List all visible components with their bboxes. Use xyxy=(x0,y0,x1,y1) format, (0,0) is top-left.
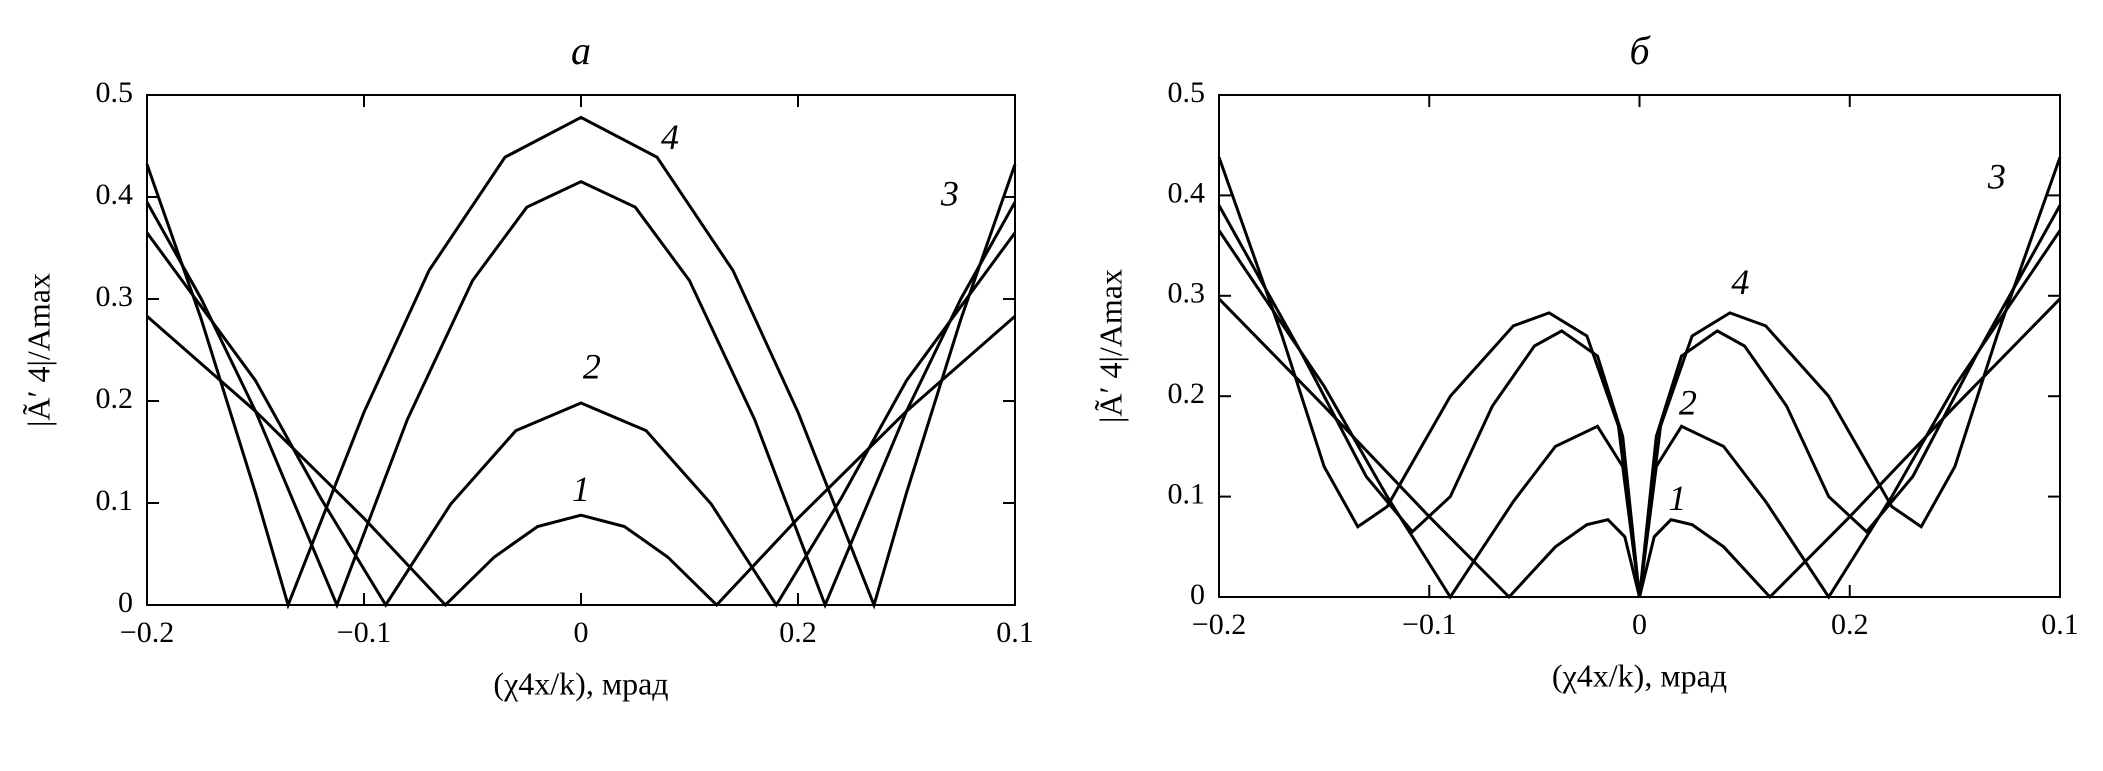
x-tick-label: 0.1 xyxy=(996,616,1034,649)
curve-label: 3 xyxy=(1987,157,2006,197)
curve-label: 4 xyxy=(661,117,679,157)
curve xyxy=(145,180,1017,610)
y-tick-label: 0.5 xyxy=(1168,76,1206,109)
y-tick-label: 0.1 xyxy=(1168,477,1206,510)
x-tick-label: −0.1 xyxy=(337,616,391,649)
x-tick-label: −0.2 xyxy=(120,616,174,649)
curve-label: 2 xyxy=(583,347,601,387)
y-tick-label: 0.2 xyxy=(96,382,134,415)
x-axis-title: (χ4x/k), мрад xyxy=(493,665,668,701)
curve-label: 1 xyxy=(572,469,590,509)
curve xyxy=(145,115,1017,610)
curve-label: 4 xyxy=(1731,262,1749,302)
curve xyxy=(146,315,1016,608)
y-axis-title: |Ã′ 4|/Amax xyxy=(20,273,56,427)
y-tick-label: 0.3 xyxy=(96,280,134,313)
plot-frame xyxy=(146,94,1016,606)
y-axis-title: |Ã′ 4|/Amax xyxy=(1092,269,1128,423)
y-tick-label: 0.3 xyxy=(1168,277,1206,310)
x-tick-label: 0.2 xyxy=(1831,608,1869,641)
plot-frame xyxy=(1218,94,2061,598)
curve xyxy=(145,231,1017,608)
curve-label: 2 xyxy=(1679,383,1697,423)
y-tick-label: 0.1 xyxy=(96,484,134,517)
curve-label: 3 xyxy=(940,173,959,213)
x-tick-label: 0.1 xyxy=(2041,608,2079,641)
y-tick-label: 0.4 xyxy=(96,178,134,211)
curve xyxy=(1217,297,2062,600)
chart-title: а xyxy=(571,28,591,73)
x-tick-label: 0 xyxy=(574,616,589,649)
y-tick-label: 0.5 xyxy=(96,76,134,109)
x-tick-label: 0 xyxy=(1632,608,1647,641)
y-tick-label: 0 xyxy=(118,586,133,619)
y-tick-label: 0.2 xyxy=(1168,377,1206,410)
y-tick-label: 0.4 xyxy=(1168,176,1206,209)
y-tick-label: 0 xyxy=(1190,578,1205,611)
curve xyxy=(1217,204,2062,598)
x-tick-label: −0.2 xyxy=(1192,608,1246,641)
chart-title: б xyxy=(1629,28,1651,73)
x-tick-label: −0.1 xyxy=(1402,608,1456,641)
x-tick-label: 0.2 xyxy=(779,616,817,649)
curve-label: 1 xyxy=(1668,478,1686,518)
curve xyxy=(1217,229,2062,600)
curve xyxy=(1217,156,2062,598)
x-axis-title: (χ4x/k), мрад xyxy=(1552,657,1727,693)
